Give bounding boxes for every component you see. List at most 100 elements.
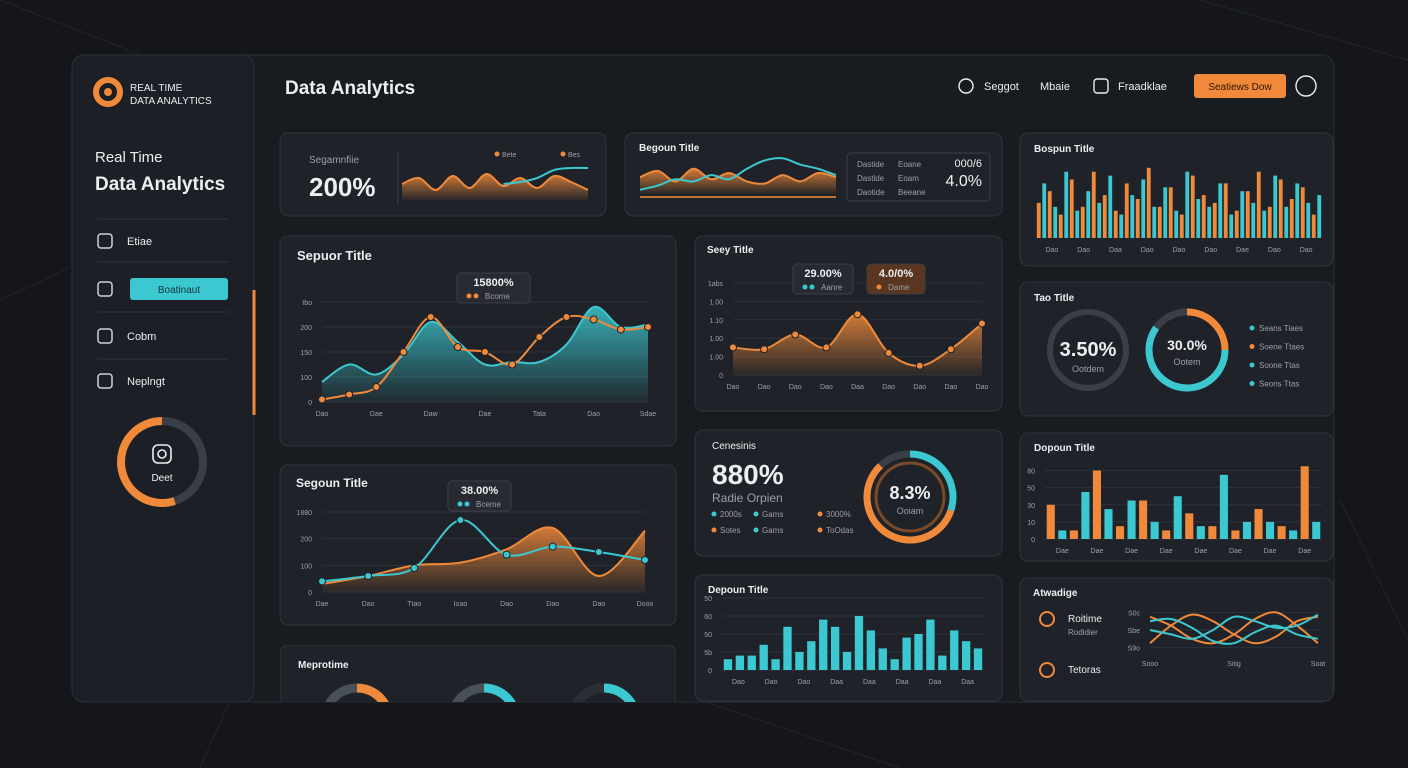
gauge-segment bbox=[1145, 325, 1229, 392]
marker bbox=[453, 343, 462, 351]
annotation-label: Bcome bbox=[485, 292, 510, 301]
x-tick-label: Dae bbox=[1056, 548, 1069, 555]
header-link[interactable]: Fraadklae bbox=[1118, 81, 1167, 93]
panel-title: Sepuor Title bbox=[297, 248, 372, 263]
bar bbox=[1312, 521, 1321, 539]
bar bbox=[1069, 179, 1074, 238]
bar bbox=[1127, 500, 1136, 539]
y-tick-label: 100 bbox=[300, 375, 312, 382]
line bbox=[321, 518, 646, 583]
nav-item[interactable]: Boatinaut bbox=[158, 285, 200, 296]
bar bbox=[866, 630, 876, 670]
bar bbox=[1218, 183, 1223, 238]
nav-icon[interactable] bbox=[97, 373, 113, 389]
x-tick-label: Dae bbox=[479, 411, 492, 418]
bar bbox=[1278, 179, 1283, 238]
bar bbox=[1113, 210, 1118, 238]
nav-active[interactable] bbox=[130, 278, 228, 300]
panel-title: Meprotime bbox=[298, 660, 349, 671]
marker bbox=[345, 390, 354, 399]
line bbox=[321, 305, 649, 383]
notification-icon[interactable] bbox=[1295, 75, 1317, 97]
x-tick-label: Tata bbox=[533, 411, 546, 418]
header-button-text[interactable]: Seatiews Dow bbox=[1208, 82, 1272, 93]
legend-label: Gams bbox=[762, 526, 783, 535]
header-link[interactable]: Mbaie bbox=[1040, 81, 1070, 93]
table-cell: Eoam bbox=[898, 174, 919, 183]
bar bbox=[1254, 509, 1263, 539]
annotation-value: 4.0/0% bbox=[879, 268, 913, 280]
nav-item[interactable]: Etiae bbox=[127, 236, 152, 248]
gauge-segment bbox=[1153, 308, 1188, 330]
marker bbox=[318, 395, 326, 404]
y-tick-label: 50 bbox=[1027, 486, 1035, 493]
header-button[interactable] bbox=[1194, 74, 1286, 98]
bar bbox=[1256, 171, 1261, 238]
y-tick-label: 1.00 bbox=[709, 336, 723, 343]
panel-title: Tao Title bbox=[1034, 293, 1075, 304]
legend-dot bbox=[494, 151, 500, 157]
nav-icon[interactable] bbox=[97, 281, 113, 297]
kpi-value: 200% bbox=[309, 172, 376, 202]
legend-label: Soene Ttaes bbox=[1259, 343, 1304, 352]
marker bbox=[594, 548, 603, 556]
y-tick-label: 0 bbox=[1031, 537, 1035, 544]
marker bbox=[729, 343, 737, 352]
x-tick-label: Dao bbox=[727, 384, 740, 391]
table-cell: Beeane bbox=[898, 188, 926, 197]
legend-dot bbox=[1249, 381, 1255, 386]
bar bbox=[1245, 191, 1250, 238]
kpi-label: Cenesinis bbox=[712, 441, 756, 452]
marker bbox=[502, 550, 511, 559]
x-tick-label: Dao bbox=[1268, 247, 1281, 254]
item-icon bbox=[1039, 662, 1055, 678]
marker bbox=[589, 315, 598, 324]
legend-dot bbox=[817, 511, 823, 517]
annotation-dot bbox=[473, 293, 479, 299]
y-tick-label: 150 bbox=[300, 350, 312, 357]
bar bbox=[1196, 526, 1205, 539]
annotation-box bbox=[792, 263, 854, 295]
conversions-panel bbox=[694, 429, 1003, 557]
marker bbox=[372, 383, 381, 391]
panel-title: Bospun Title bbox=[1034, 144, 1095, 155]
bar bbox=[1135, 199, 1140, 238]
bar bbox=[1146, 167, 1151, 238]
x-tick-label: Daw bbox=[424, 411, 439, 418]
bar bbox=[1234, 210, 1239, 238]
annotation-label: Dame bbox=[888, 283, 910, 292]
line bbox=[401, 173, 589, 191]
x-tick-label: Daa bbox=[851, 384, 864, 391]
bar bbox=[1208, 526, 1217, 539]
annotation-box bbox=[866, 263, 926, 295]
bar bbox=[1231, 530, 1240, 539]
gauge-segment bbox=[452, 683, 485, 702]
line bbox=[639, 157, 837, 191]
header-link[interactable]: Seggot bbox=[984, 81, 1019, 93]
x-tick-label: Dao bbox=[732, 679, 745, 686]
marker bbox=[884, 348, 893, 357]
legend-label: Seons Ttas bbox=[1259, 380, 1299, 389]
legend-dot bbox=[753, 527, 759, 533]
nav-icon[interactable] bbox=[97, 233, 113, 249]
kpi-sub: Radie Orpien bbox=[712, 491, 783, 505]
x-tick-label: Dao bbox=[797, 679, 810, 686]
y-tick-label: 50 bbox=[704, 632, 712, 639]
x-tick-label: Dao bbox=[758, 384, 771, 391]
x-tick-label: Daa bbox=[863, 679, 876, 686]
annotation-dot bbox=[802, 284, 808, 290]
nav-item[interactable]: Neplngt bbox=[127, 376, 165, 388]
marker bbox=[915, 361, 924, 370]
x-tick-label: Dao bbox=[1173, 247, 1186, 254]
y-tick-label: 1.00 bbox=[709, 299, 723, 306]
y-tick-label: 0 bbox=[308, 590, 312, 597]
y-tick-label: 50 bbox=[704, 596, 712, 603]
gauge-segment bbox=[572, 683, 605, 702]
gauge-segment bbox=[863, 463, 955, 544]
bar bbox=[1173, 496, 1182, 539]
x-tick-label: Dae bbox=[1298, 548, 1311, 555]
legend-label: Gams bbox=[762, 510, 783, 519]
nav-item[interactable]: Cobm bbox=[127, 331, 156, 343]
nav-icon[interactable] bbox=[97, 328, 113, 344]
bar bbox=[1130, 195, 1135, 238]
